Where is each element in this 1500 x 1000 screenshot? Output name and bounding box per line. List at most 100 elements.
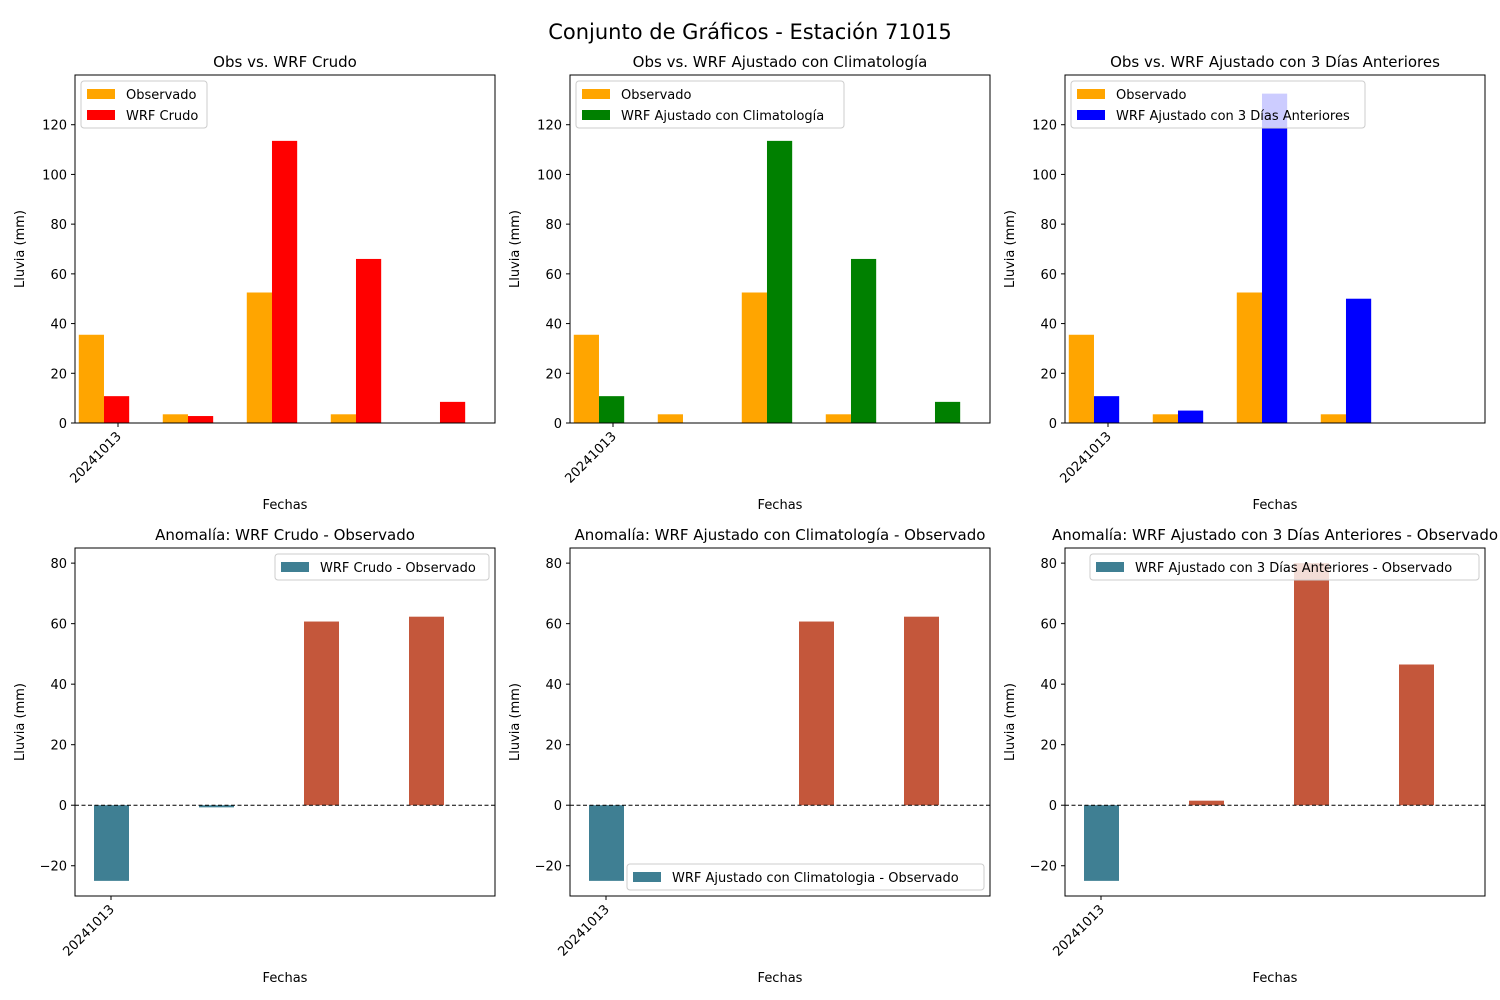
x-tick-label: 20241013 — [67, 429, 124, 486]
y-tick-label: −20 — [40, 860, 67, 875]
subplot-2: Obs vs. WRF Ajustado con Climatología Llu… — [508, 53, 991, 513]
bar-observado-4 — [330, 414, 356, 423]
y-axis-label: Lluvia (mm) — [1003, 683, 1018, 761]
y-tick-label: −20 — [535, 860, 562, 875]
bar-observado-1 — [78, 334, 104, 423]
bar-wrf-crudo-5 — [439, 401, 466, 423]
legend-swatch — [1077, 89, 1105, 99]
bar-observado-1 — [1068, 334, 1094, 423]
y-tick-label: 120 — [537, 119, 562, 134]
legend-swatch — [582, 89, 610, 99]
legend-frame — [274, 553, 490, 581]
y-tick-label: 80 — [1040, 218, 1057, 233]
bar-wrf-ajustado-con-climatolog-a-4 — [850, 258, 877, 423]
bar-wrf-ajustado-con-climatolog-a-3 — [766, 140, 793, 423]
bar-observado-2 — [657, 414, 683, 423]
legend: Observado WRF Ajustado con 3 Días Anterio… — [1070, 80, 1366, 129]
y-tick-label: 0 — [1049, 417, 1057, 432]
y-tick-label: 40 — [50, 318, 67, 333]
y-tick-label: 40 — [545, 318, 562, 333]
y-tick-label: 20 — [50, 739, 67, 754]
subplot-title: Anomalía: WRF Ajustado con Climatología … — [575, 526, 986, 544]
y-tick-label: 20 — [1040, 739, 1057, 754]
subplot-title: Obs vs. WRF Ajustado con 3 Días Anterior… — [1110, 53, 1440, 71]
y-tick-label: 40 — [1040, 678, 1057, 693]
legend: WRF Ajustado con Climatologia - Observad… — [626, 863, 985, 891]
legend-frame — [1070, 80, 1366, 129]
y-tick-label: 80 — [545, 218, 562, 233]
legend-label: WRF Ajustado con 3 Días Anteriores — [1116, 109, 1350, 124]
y-tick-label: 20 — [545, 367, 562, 382]
plot-frame — [569, 74, 991, 424]
y-tick-label: 80 — [50, 218, 67, 233]
y-tick-label: 0 — [59, 799, 67, 814]
legend-label: WRF Crudo - Observado — [320, 561, 476, 576]
y-tick-label: 0 — [554, 417, 562, 432]
anomaly-bar-1 — [94, 805, 129, 881]
x-axis-label: Fechas — [758, 498, 803, 513]
legend-swatch — [87, 89, 115, 99]
y-tick-label: 80 — [50, 557, 67, 572]
x-tick-label: 20241013 — [1050, 902, 1107, 959]
anomaly-bar-1 — [589, 805, 624, 881]
y-tick-label: 100 — [42, 168, 67, 183]
anomaly-bar-3 — [1294, 563, 1329, 806]
y-tick-label: 20 — [50, 367, 67, 382]
y-tick-label: 40 — [50, 678, 67, 693]
anomaly-bar-2 — [1189, 800, 1224, 806]
y-tick-label: 80 — [1040, 557, 1057, 572]
subplot-title: Anomalía: WRF Ajustado con 3 Días Anteri… — [1052, 526, 1498, 544]
y-axis-label: Lluvia (mm) — [13, 683, 28, 761]
legend-label: WRF Ajustado con 3 Días Anteriores - Obs… — [1135, 561, 1452, 576]
subplot-1: Obs vs. WRF Crudo Lluvia (mm) Fechas 0 20 40 6… — [13, 53, 496, 513]
y-tick-label: 120 — [42, 119, 67, 134]
y-tick-label: 100 — [537, 168, 562, 183]
y-axis-label: Lluvia (mm) — [13, 210, 28, 288]
anomaly-bar-4 — [409, 616, 444, 806]
y-tick-label: 60 — [50, 268, 67, 283]
plot-frame — [74, 547, 496, 897]
bar-observado-2 — [1152, 414, 1178, 423]
y-axis-label: Lluvia (mm) — [1003, 210, 1018, 288]
legend: Observado WRF Ajustado con Climatología — [575, 80, 845, 129]
legend-swatch — [87, 110, 115, 120]
legend-swatch — [1077, 110, 1105, 120]
y-tick-label: 60 — [545, 268, 562, 283]
legend-frame — [626, 863, 985, 891]
y-tick-label: 100 — [1032, 168, 1057, 183]
figure-title: Conjunto de Gráficos - Estación 71015 — [548, 20, 952, 44]
x-axis-label: Fechas — [1253, 971, 1298, 986]
legend-swatch — [1096, 562, 1124, 572]
chart-panels: Obs vs. WRF Crudo Lluvia (mm) Fechas 0 20 40 6… — [13, 53, 1498, 986]
plot-frame — [1064, 547, 1486, 897]
legend-label: Observado — [1116, 88, 1187, 103]
bar-observado-1 — [573, 334, 599, 423]
bar-wrf-ajustado-con-3-d-as-anteriores-2 — [1177, 410, 1204, 423]
bar-wrf-ajustado-con-3-d-as-anteriores-1 — [1093, 396, 1120, 423]
bar-wrf-ajustado-con-3-d-as-anteriores-4 — [1345, 298, 1372, 423]
anomaly-bar-3 — [799, 621, 834, 806]
plot-frame — [1064, 74, 1486, 424]
bar-wrf-crudo-4 — [355, 258, 382, 423]
subplot-6: Anomalía: WRF Ajustado con 3 Días Anteri… — [1003, 526, 1498, 986]
legend-label: WRF Ajustado con Climatología — [621, 109, 824, 124]
anomaly-bar-1 — [1084, 805, 1119, 881]
x-axis-label: Fechas — [263, 971, 308, 986]
bar-wrf-crudo-1 — [103, 396, 130, 423]
legend: WRF Crudo - Observado — [274, 553, 490, 581]
bar-observado-4 — [1320, 414, 1346, 423]
legend-swatch — [281, 562, 309, 572]
legend-label: Observado — [126, 88, 197, 103]
y-tick-label: 20 — [545, 739, 562, 754]
legend-frame — [1089, 553, 1480, 581]
y-tick-label: 60 — [1040, 618, 1057, 633]
y-tick-label: 20 — [1040, 367, 1057, 382]
y-tick-label: 60 — [1040, 268, 1057, 283]
y-tick-label: 0 — [554, 799, 562, 814]
legend: Observado WRF Crudo — [80, 80, 208, 129]
x-axis-label: Fechas — [758, 971, 803, 986]
x-axis-label: Fechas — [1253, 498, 1298, 513]
bar-wrf-ajustado-con-climatolog-a-5 — [934, 401, 961, 423]
bar-wrf-crudo-3 — [271, 140, 298, 423]
legend-label: WRF Crudo — [126, 109, 198, 124]
